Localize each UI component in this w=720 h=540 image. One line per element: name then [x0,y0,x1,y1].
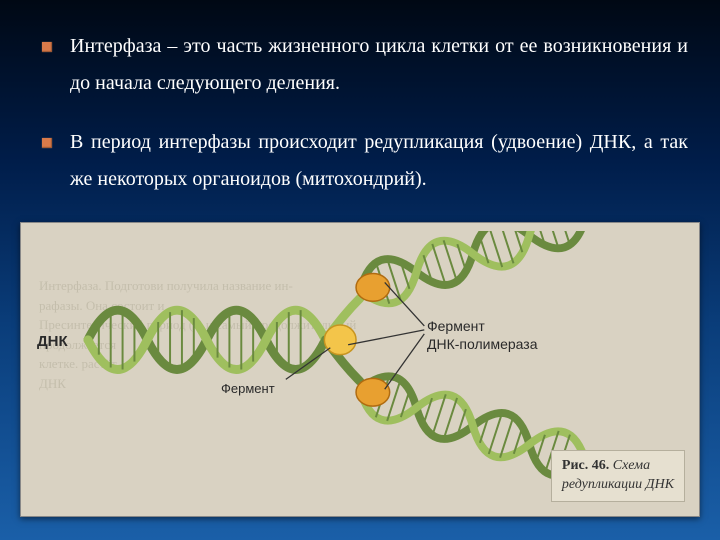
slide-content: Интерфаза – это часть жизненного цикла к… [0,0,720,198]
daughter-helix-top [353,231,593,312]
parent-dna-helix [88,310,325,369]
label-polymerase-line1: Фермент [427,318,485,334]
list-item: Интерфаза – это часть жизненного цикла к… [32,28,688,102]
label-dnk: ДНК [37,333,68,350]
bullet-text: Интерфаза – это часть жизненного цикла к… [70,35,688,94]
label-polymerase: Фермент ДНК-полимераза [427,318,538,353]
caption-prefix: Рис. 46. [562,458,613,473]
figure-container: Интерфаза. Подготови получила название и… [20,222,700,517]
label-polymerase-line2: ДНК-полимераза [427,336,538,352]
bullet-text: В период интерфазы происходит редупликац… [70,131,688,190]
label-ferment: Фермент [221,381,275,396]
list-item: В период интерфазы происходит редупликац… [32,124,688,198]
enzyme-markers [324,274,389,407]
bullet-list: Интерфаза – это часть жизненного цикла к… [32,28,688,198]
figure-caption: Рис. 46. Схема редупликации ДНК [551,450,685,502]
figure-inner: Интерфаза. Подготови получила название и… [29,231,691,508]
caption-line2: редупликации ДНК [562,477,674,492]
caption-line1: Схема [613,458,650,473]
